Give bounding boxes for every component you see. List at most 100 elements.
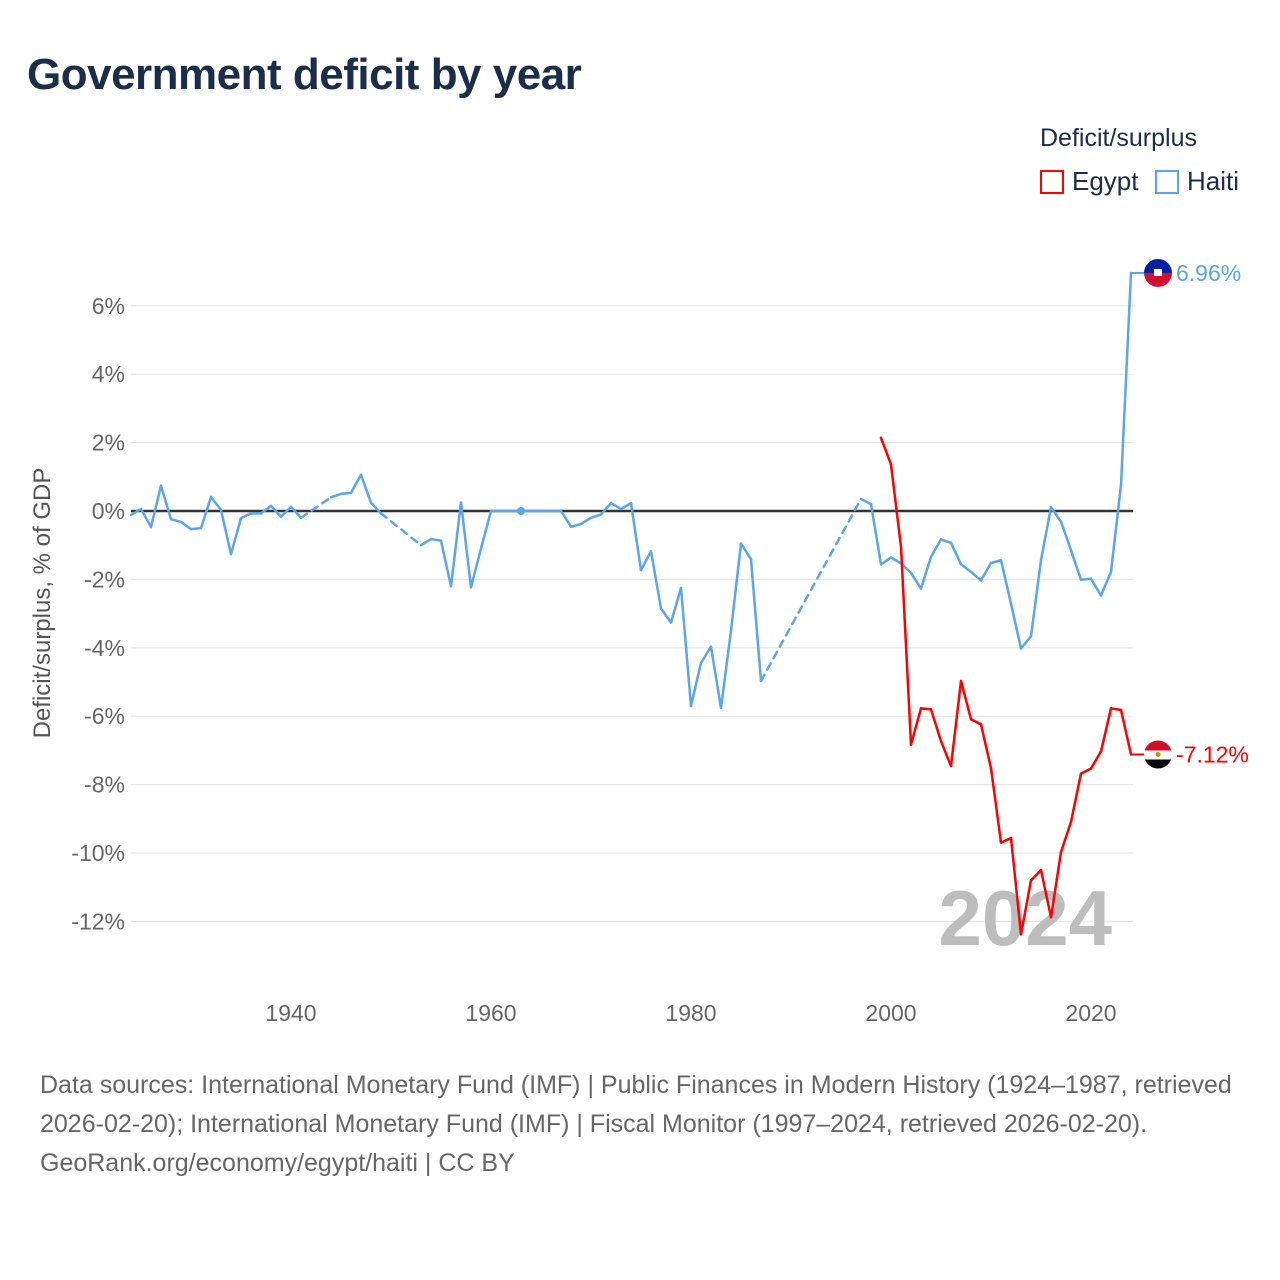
haiti-data-point	[517, 507, 525, 515]
haiti-line-segment	[1029, 558, 1043, 638]
egypt-line-segment	[1029, 868, 1043, 882]
haiti-line-segment	[699, 645, 713, 665]
haiti-line-segment	[439, 539, 453, 588]
x-tick-label: 1940	[265, 1000, 316, 1026]
haiti-line-segment	[479, 509, 493, 550]
egypt-line-segment	[1059, 820, 1073, 854]
footer: Data sources: International Monetary Fun…	[40, 1066, 1240, 1183]
haiti-line-segment	[729, 542, 743, 632]
haiti-line-segment	[469, 547, 483, 589]
legend-swatch-haiti	[1155, 169, 1179, 194]
haiti-line-segment	[959, 563, 973, 574]
y-tick-label: 0%	[92, 498, 125, 524]
haiti-line-segment	[939, 538, 953, 545]
egypt-line-segment	[1079, 767, 1093, 775]
legend-swatch-egypt	[1040, 169, 1064, 194]
flag-band	[1144, 759, 1172, 769]
egypt-line-segment	[999, 836, 1013, 844]
egypt-line-segment	[919, 707, 933, 711]
egypt-line-segment	[979, 723, 993, 770]
haiti-line-segment	[649, 550, 663, 610]
haiti-line-segment	[1079, 577, 1093, 581]
egypt-line-segment	[989, 766, 1003, 844]
credit-link[interactable]: GeoRank.org/economy/egypt/haiti | CC BY	[40, 1149, 515, 1177]
haiti-line-segment	[919, 555, 933, 590]
chart-title: Government deficit by year	[27, 50, 582, 99]
haiti-line-segment	[139, 507, 153, 529]
y-tick-label: -6%	[84, 703, 125, 729]
haiti-line-segment	[739, 542, 753, 561]
haiti-line-segment	[749, 557, 763, 683]
haiti-line-segment	[719, 629, 733, 710]
y-tick-label: -12%	[71, 908, 125, 934]
egypt-line-segment	[1049, 850, 1063, 919]
egypt-line-segment	[1109, 707, 1123, 712]
haiti-line-segment	[979, 561, 993, 582]
flag-band	[1144, 258, 1172, 273]
haiti-line-segment	[1119, 271, 1133, 487]
haiti-line-segment	[299, 496, 333, 520]
haiti-line-segment	[909, 571, 923, 590]
haiti-line-segment	[199, 495, 213, 530]
legend-label-egypt: Egypt	[1072, 166, 1139, 196]
egypt-line-segment	[1089, 750, 1103, 770]
haiti-line-segment	[879, 556, 893, 566]
haiti-line-segment	[609, 501, 623, 511]
haiti-line-segment	[579, 516, 593, 526]
egypt-line-segment	[889, 463, 903, 549]
haiti-line-segment	[239, 512, 253, 520]
haiti-line-segment	[629, 501, 643, 572]
haiti-line-segment	[269, 504, 283, 519]
haiti-line-segment	[189, 526, 203, 531]
haiti-line-segment	[679, 586, 693, 708]
egypt-line-segment	[909, 707, 923, 746]
haiti-line-segment	[759, 497, 863, 683]
legend-item-haiti[interactable]: Haiti	[1155, 166, 1239, 197]
haiti-line-segment	[449, 501, 463, 588]
haiti-line-segment	[929, 538, 943, 559]
x-tick-label: 2020	[1065, 1000, 1116, 1026]
data-sources: Data sources: International Monetary Fun…	[40, 1071, 1232, 1138]
y-axis-label: Deficit/surplus, % of GDP	[29, 468, 56, 739]
legend-label-haiti: Haiti	[1187, 166, 1240, 196]
y-tick-label: -10%	[71, 840, 125, 866]
haiti-line-segment	[589, 513, 603, 520]
haiti-line-segment	[969, 570, 983, 582]
haiti-line-segment	[429, 537, 443, 543]
y-tick-label: -8%	[84, 772, 125, 798]
haiti-line-segment	[339, 491, 353, 496]
flag-band	[1144, 272, 1172, 287]
y-tick-label: 2%	[92, 430, 125, 456]
egypt-line-segment	[899, 545, 913, 746]
haiti-line-segment	[989, 558, 1003, 565]
haiti-line-segment	[889, 556, 903, 565]
haiti-line-segment	[1039, 505, 1053, 562]
y-tick-label: -4%	[84, 635, 125, 661]
y-tick-label: 6%	[92, 293, 125, 319]
x-tick-label: 2000	[865, 1000, 916, 1026]
egypt-line-segment	[949, 679, 963, 768]
egypt-line-segment	[969, 718, 983, 726]
y-tick-label: 4%	[92, 361, 125, 387]
haiti-line-segment	[1109, 483, 1123, 574]
haiti-line-segment	[349, 473, 363, 495]
haiti-line-segment	[149, 484, 163, 529]
haiti-line-segment	[1049, 505, 1063, 523]
haiti-line-segment	[419, 537, 433, 547]
egypt-line-segment	[1099, 707, 1113, 753]
haiti-line-segment	[599, 501, 613, 516]
legend-title: Deficit/surplus	[1040, 124, 1197, 152]
egypt-flag-icon	[1144, 740, 1172, 769]
haiti-line-segment	[209, 495, 223, 512]
legend-item-egypt[interactable]: Egypt	[1040, 166, 1139, 197]
haiti-line-segment	[689, 661, 703, 708]
haiti-line-segment	[1089, 577, 1103, 597]
haiti-line-segment	[369, 501, 383, 515]
egypt-line-segment	[1119, 708, 1133, 756]
haiti-line-segment	[459, 501, 473, 589]
haiti-line-segment	[379, 512, 423, 547]
egypt-line-segment	[939, 739, 953, 768]
x-tick-label: 1980	[665, 1000, 716, 1026]
haiti-line-segment	[289, 505, 303, 520]
egypt-line-segment	[879, 436, 893, 466]
